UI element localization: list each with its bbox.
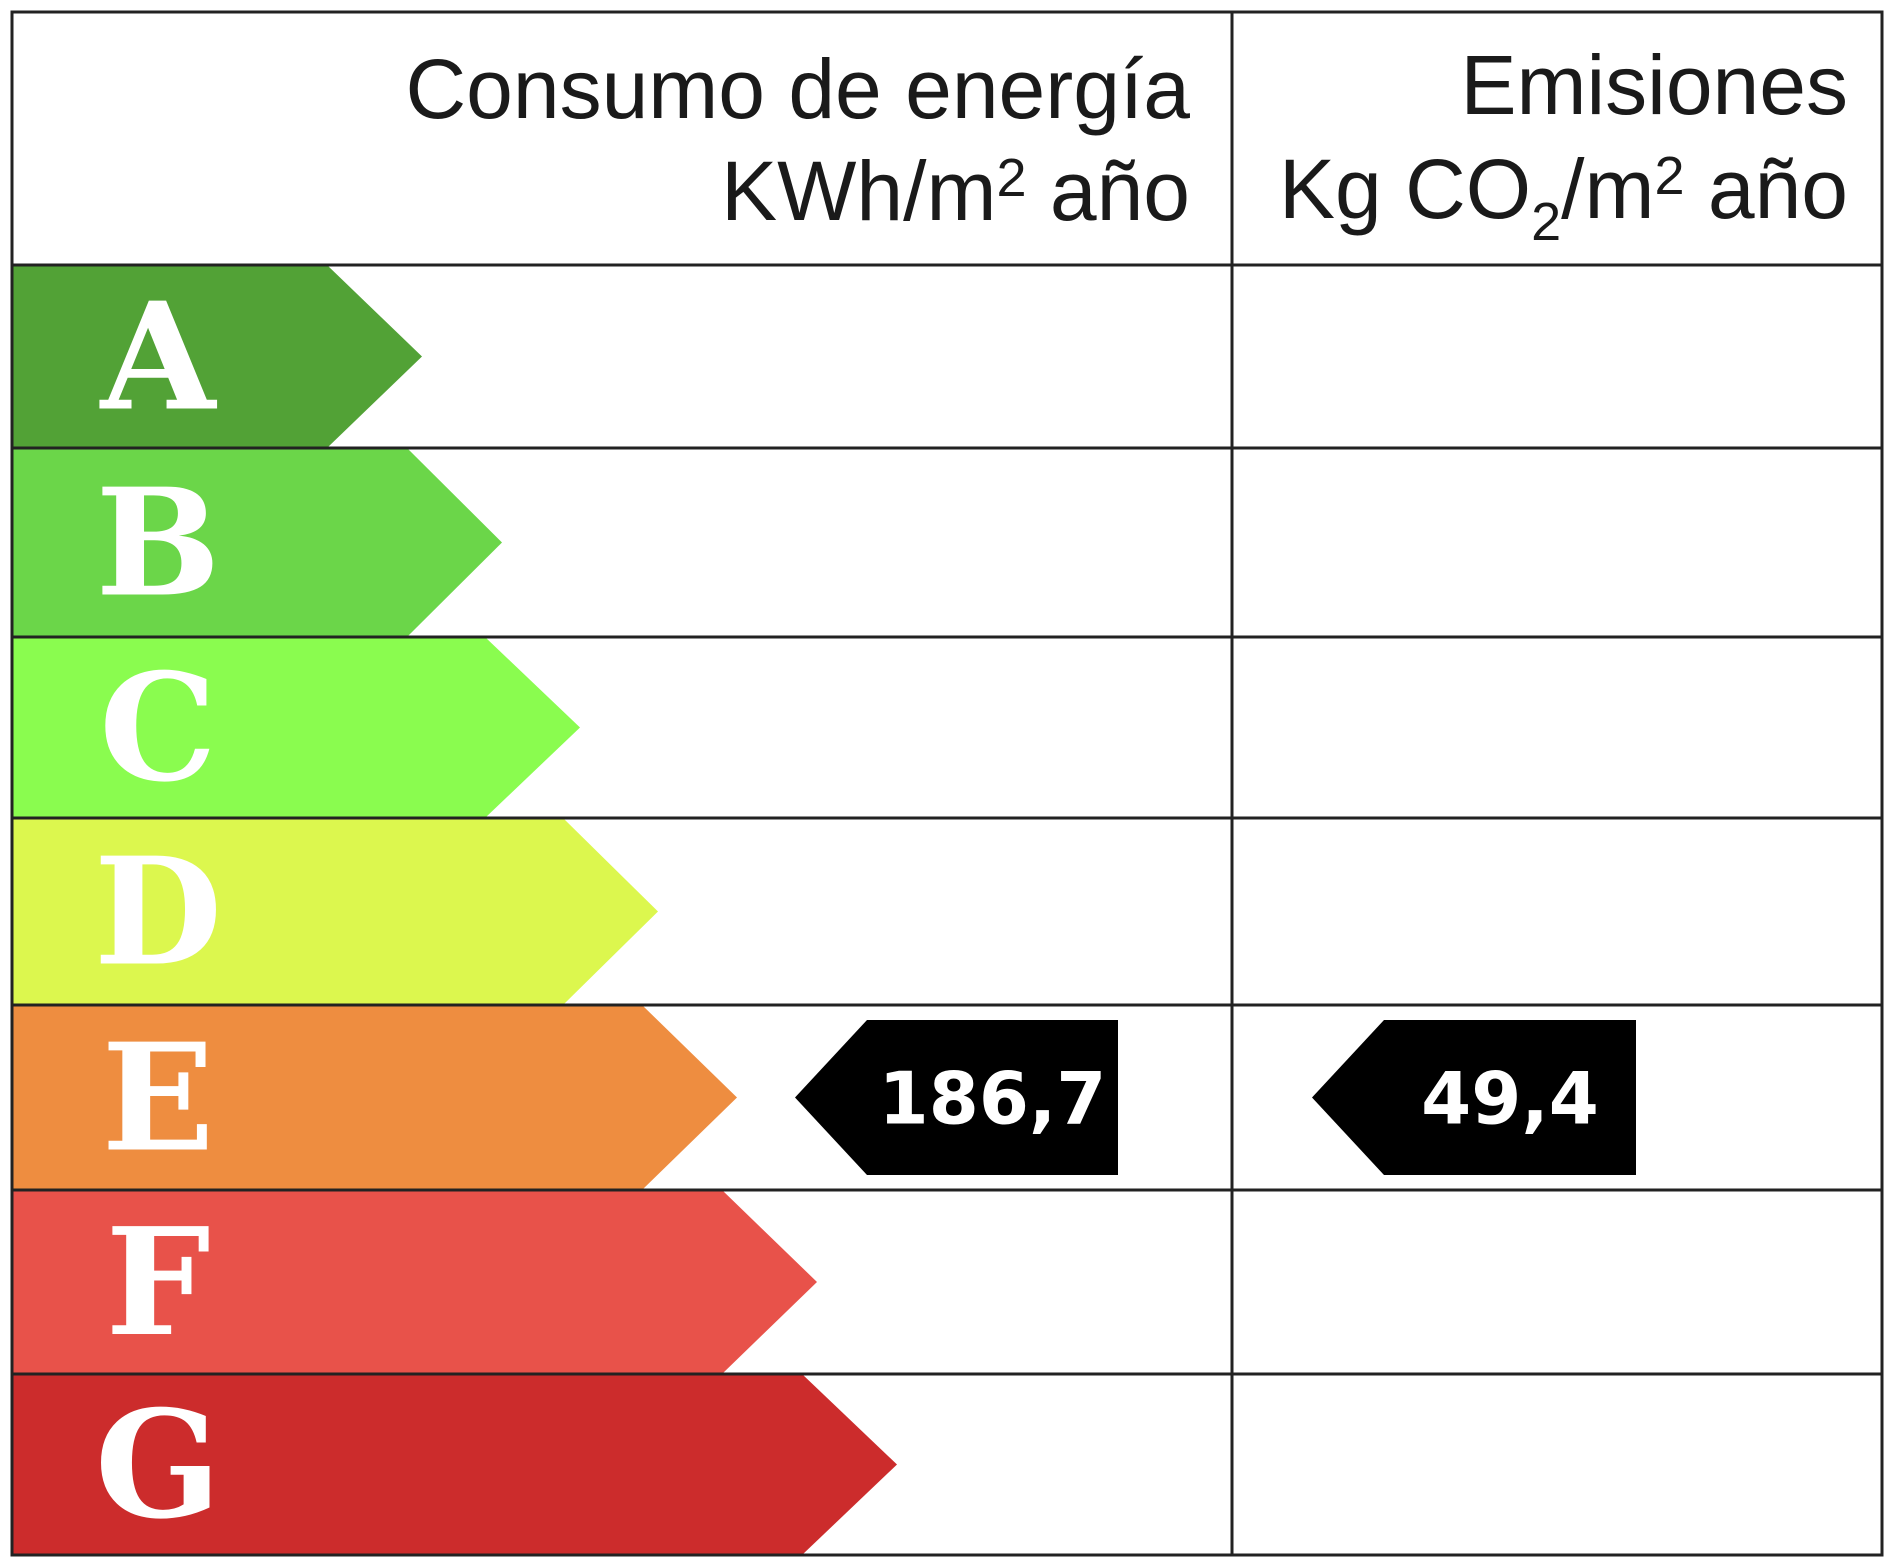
energy-unit-prefix: KWh/m — [721, 144, 996, 238]
grade-arrow-f — [12, 1190, 817, 1374]
table-grid — [10, 10, 1884, 1557]
grade-arrow-b — [12, 448, 502, 637]
rating-markers: 186,7 49,4 — [795, 1020, 1636, 1175]
emissions-unit-prefix: Kg CO — [1279, 142, 1531, 236]
grade-letter-e: E — [102, 1011, 215, 1185]
energy-unit-suffix: año — [1027, 144, 1191, 238]
grade-letter-c: C — [99, 641, 217, 815]
emissions-unit-sub: 2 — [1531, 192, 1561, 252]
energy-header-line2: KWh/m2 año — [721, 144, 1190, 238]
emissions-unit-suffix: año — [1685, 142, 1849, 236]
emissions-unit-mid: /m — [1561, 142, 1654, 236]
emissions-unit-sup: 2 — [1654, 146, 1684, 206]
emissions-rating-marker — [1312, 1020, 1636, 1175]
grade-arrow-d — [12, 818, 658, 1005]
grade-letter-g: G — [95, 1378, 221, 1552]
grade-letter-a: A — [99, 270, 218, 444]
grade-arrow-c — [12, 637, 580, 818]
grade-letter-d: D — [94, 825, 222, 999]
table-border — [10, 10, 1884, 1557]
grade-arrow-e — [12, 1005, 737, 1190]
grade-letter-b: B — [95, 456, 220, 630]
energy-header-line1: Consumo de energía — [405, 42, 1190, 136]
emissions-rating-value: 49,4 — [1421, 1057, 1599, 1141]
grade-arrow-g — [12, 1374, 897, 1555]
grade-letter-f: F — [105, 1195, 210, 1369]
energy-rating-value: 186,7 — [879, 1057, 1107, 1141]
energy-unit-sup: 2 — [996, 148, 1026, 208]
emissions-header-line2: Kg CO2/m2 año — [1279, 142, 1848, 252]
grade-arrow-a — [12, 265, 422, 448]
emissions-header-line1: Emisiones — [1461, 38, 1848, 132]
energy-rating-marker — [795, 1020, 1118, 1175]
